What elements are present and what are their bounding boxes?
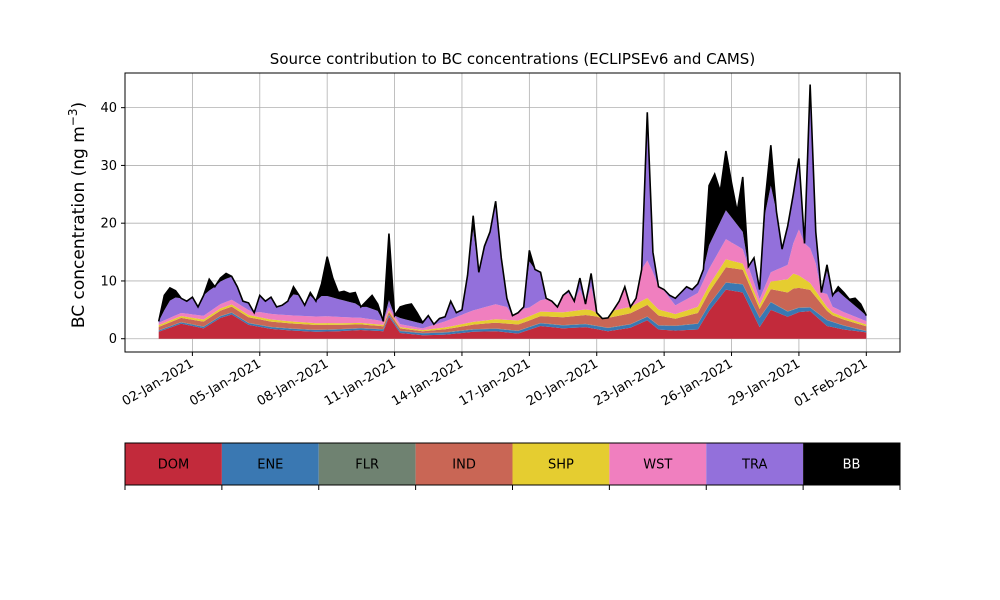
legend-label-flr: FLR xyxy=(355,458,379,473)
legend-label-tra: TRA xyxy=(741,458,767,473)
y-tick-label: 20 xyxy=(100,217,117,232)
legend-label-ind: IND xyxy=(452,458,476,473)
legend-swatch-wst xyxy=(609,443,707,485)
legend-label-dom: DOM xyxy=(158,458,189,473)
plot-frame xyxy=(124,72,901,353)
area-ind xyxy=(158,267,867,333)
chart-title: Source contribution to BC concentrations… xyxy=(270,50,755,68)
y-tick-label: 0 xyxy=(109,332,117,347)
y-axis-label-exponent: −3 xyxy=(66,108,80,126)
legend-swatch-tra xyxy=(706,443,804,485)
stacked-areas xyxy=(158,84,867,339)
legend-colorbar: DOM ENE FLR IND SHP WST TRA BB xyxy=(124,442,901,490)
legend-swatch-shp xyxy=(512,443,610,485)
y-tick-label: 10 xyxy=(100,274,117,289)
y-tick-label: 40 xyxy=(100,101,117,116)
y-tick-label: 30 xyxy=(100,159,117,174)
y-axis-label-base: BC concentration (ng m xyxy=(69,126,89,328)
legend-label-ene: ENE xyxy=(257,458,283,473)
legend-label-wst: WST xyxy=(643,458,672,473)
legend-swatch-bb xyxy=(803,443,900,485)
total-line xyxy=(157,84,868,326)
y-axis-label: BC concentration (ng m−3) xyxy=(66,102,89,328)
y-axis-label-close: ) xyxy=(69,102,89,109)
area-shp xyxy=(158,259,867,332)
legend-swatch-dom xyxy=(125,443,222,485)
y-axis: 0 10 20 30 40 xyxy=(100,101,125,347)
legend-label-shp: SHP xyxy=(548,458,574,473)
legend-swatch-flr xyxy=(318,443,416,485)
legend-swatch-ind xyxy=(415,443,513,485)
legend-swatch-ene xyxy=(221,443,319,485)
legend-label-bb: BB xyxy=(843,458,861,473)
area-bb xyxy=(158,84,867,325)
area-dom xyxy=(158,289,867,339)
area-wst xyxy=(158,229,867,331)
